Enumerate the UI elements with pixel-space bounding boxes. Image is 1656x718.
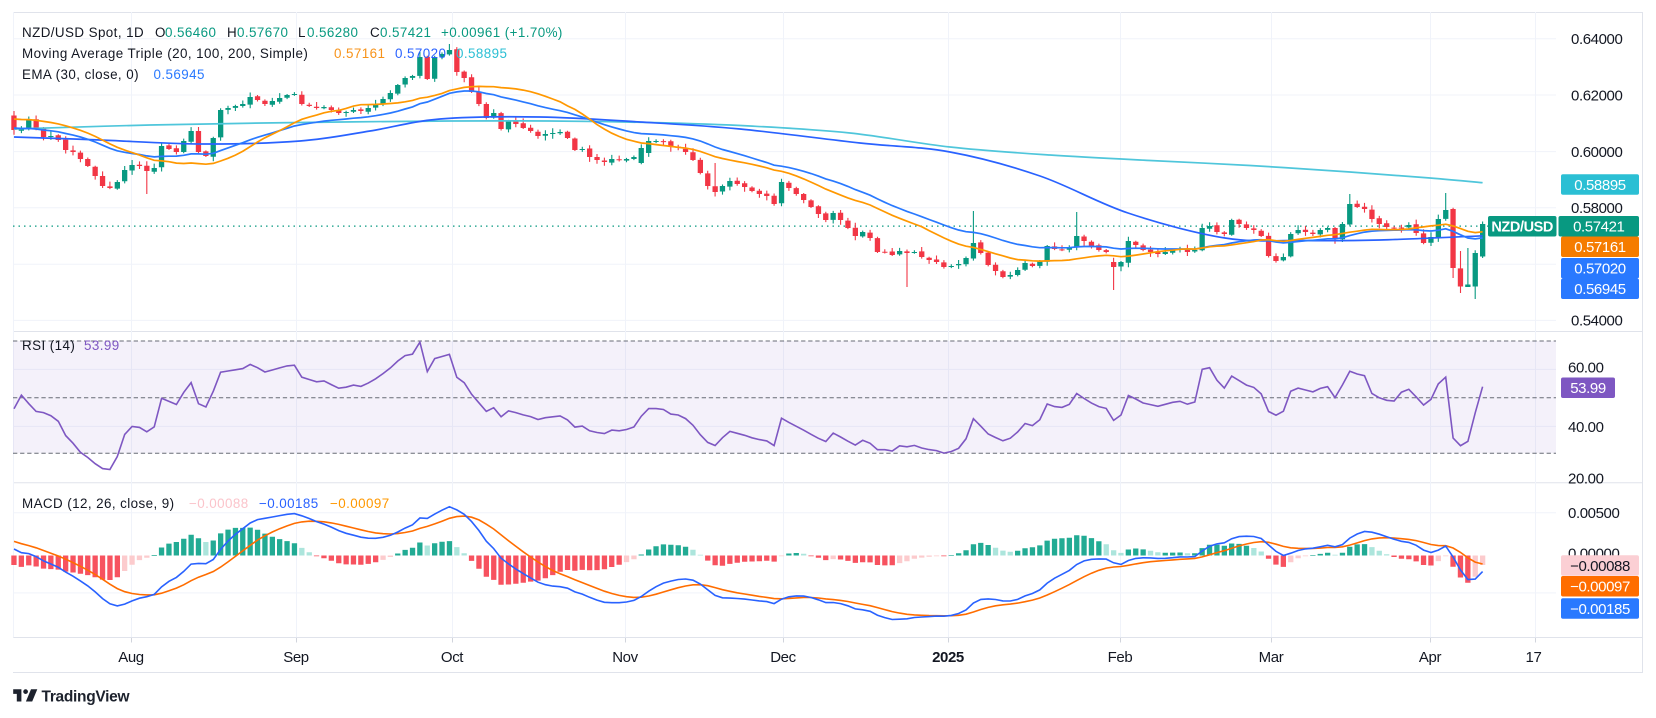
svg-text:60.00: 60.00 [1568,360,1604,377]
svg-text:Dec: Dec [770,649,796,666]
svg-text:0.57161: 0.57161 [1574,239,1625,256]
svg-text:0.57421: 0.57421 [1573,219,1624,236]
svg-text:Nov: Nov [612,649,638,666]
svg-text:2025: 2025 [932,649,964,666]
svg-text:0.62000: 0.62000 [1571,87,1622,104]
svg-text:Sep: Sep [283,649,309,666]
svg-text:Feb: Feb [1108,649,1133,666]
svg-text:Apr: Apr [1419,649,1442,666]
svg-text:−0.00097: −0.00097 [1570,579,1630,596]
svg-text:0.64000: 0.64000 [1571,31,1622,48]
svg-text:17: 17 [1526,649,1542,666]
svg-text:53.99: 53.99 [1570,380,1606,397]
svg-text:−0.00185: −0.00185 [1570,601,1630,618]
svg-text:40.00: 40.00 [1568,419,1604,436]
svg-text:TradingView: TradingView [42,689,131,706]
svg-text:20.00: 20.00 [1568,470,1604,487]
svg-text:0.54000: 0.54000 [1571,313,1622,330]
svg-text:NZD/USD: NZD/USD [1491,220,1553,236]
svg-text:0.56945: 0.56945 [1574,281,1625,298]
svg-text:−0.00088: −0.00088 [1570,558,1630,575]
svg-text:0.00500: 0.00500 [1568,505,1619,522]
svg-text:0.60000: 0.60000 [1571,144,1622,161]
svg-text:0.57020: 0.57020 [1574,261,1625,278]
svg-text:Aug: Aug [118,649,144,666]
svg-text:0.58895: 0.58895 [1574,177,1625,194]
svg-text:0.58000: 0.58000 [1571,200,1622,217]
svg-text:Mar: Mar [1259,649,1284,666]
svg-text:Oct: Oct [441,649,464,666]
